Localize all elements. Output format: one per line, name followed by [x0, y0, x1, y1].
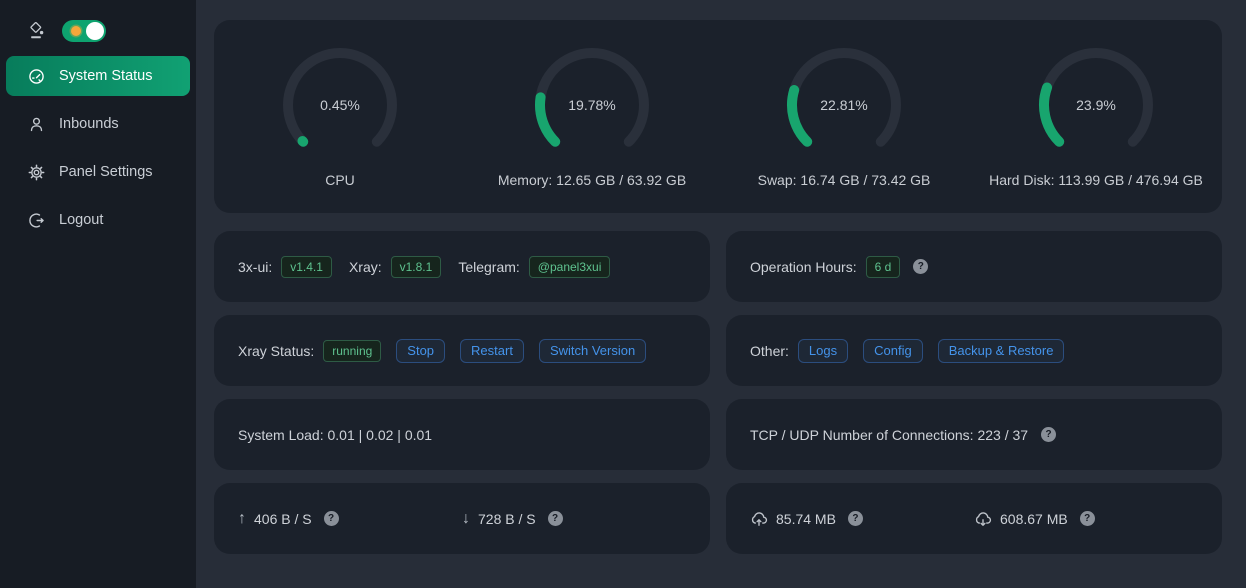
help-icon[interactable]: ? [1041, 427, 1057, 442]
sidebar-item-inbounds[interactable]: Inbounds [6, 104, 190, 144]
help-icon[interactable]: ? [1079, 511, 1095, 526]
logout-icon [29, 212, 44, 228]
traffic-received-value: 608.67 MB [1000, 510, 1068, 527]
total-traffic-card: 85.74 MB ? 608.67 MB ? [726, 483, 1222, 554]
traffic-sent: 85.74 MB ? [750, 510, 974, 528]
sidebar-item-label: System Status [59, 68, 153, 84]
help-icon[interactable]: ? [913, 259, 929, 274]
info-cards-grid: 3x-ui: v1.4.1 Xray: v1.8.1 Telegram: @pa… [214, 231, 1222, 554]
upload-speed: ↑ 406 B / S ? [238, 509, 462, 527]
cloud-upload-icon [751, 511, 768, 526]
help-icon[interactable]: ? [847, 511, 863, 526]
help-icon[interactable]: ? [547, 511, 563, 526]
gauge-arc: 19.78% [535, 48, 649, 147]
gauge-arc: 23.9% [1039, 48, 1153, 147]
connections-card: TCP / UDP Number of Connections: 223 / 3… [726, 399, 1222, 470]
xray-status-card: Xray Status: running Stop Restart Switch… [214, 315, 710, 386]
gauge-percent: 22.81% [820, 97, 867, 113]
versions-card: 3x-ui: v1.4.1 Xray: v1.8.1 Telegram: @pa… [214, 231, 710, 302]
tag-telegram-handle[interactable]: @panel3xui [528, 255, 611, 278]
switch-version-button[interactable]: Switch Version [538, 338, 647, 363]
logs-button[interactable]: Logs [797, 338, 849, 363]
restart-button[interactable]: Restart [460, 338, 524, 363]
system-gauges-card: 0.45% CPU 19.78% Memory: 12.65 GB / 63.9… [214, 20, 1222, 213]
arrow-up-icon: ↑ [238, 509, 246, 527]
main-content: 0.45% CPU 19.78% Memory: 12.65 GB / 63.9… [196, 0, 1246, 588]
cloud-download-icon [975, 511, 992, 526]
sun-icon [71, 26, 81, 36]
label-telegram: Telegram: [458, 258, 520, 275]
operation-hours-card: Operation Hours: 6 d ? [726, 231, 1222, 302]
gauge: 23.9% Hard Disk: 113.99 GB / 476.94 GB [970, 45, 1222, 188]
gauge-label: Memory: 12.65 GB / 63.92 GB [497, 172, 687, 188]
download-speed-value: 728 B / S [478, 510, 536, 527]
system-load-card: System Load: 0.01 | 0.02 | 0.01 [214, 399, 710, 470]
other-label: Other: [750, 342, 789, 359]
operation-hours-label: Operation Hours: [750, 258, 857, 275]
traffic-sent-value: 85.74 MB [776, 510, 836, 527]
gauge-percent: 0.45% [320, 97, 360, 113]
backup-restore-button[interactable]: Backup & Restore [937, 338, 1065, 363]
traffic-received: 608.67 MB ? [974, 510, 1198, 528]
theme-toggle[interactable] [62, 20, 106, 42]
system-load-text: System Load: 0.01 | 0.02 | 0.01 [238, 426, 433, 443]
user-icon [30, 117, 43, 131]
sidebar-item-label: Inbounds [59, 116, 119, 132]
toggle-knob [86, 22, 104, 40]
label-3x-ui: 3x-ui: [238, 258, 273, 275]
sidebar-item-label: Logout [59, 212, 104, 228]
gauge-label: CPU [325, 172, 355, 188]
sidebar-item-system-status[interactable]: System Status [6, 56, 190, 96]
xray-status-tag: running [323, 339, 382, 362]
help-icon[interactable]: ? [323, 511, 339, 526]
gauge-percent: 23.9% [1076, 97, 1116, 113]
tag-3xui-version[interactable]: v1.4.1 [281, 255, 332, 278]
tag-xray-version[interactable]: v1.8.1 [390, 255, 442, 278]
download-speed: ↓ 728 B / S ? [462, 509, 686, 527]
gauge-label: Swap: 16.74 GB / 73.42 GB [757, 172, 931, 188]
connections-text: TCP / UDP Number of Connections: 223 / 3… [750, 426, 1029, 443]
gauge-arc: 22.81% [787, 48, 901, 147]
gear-icon [28, 164, 45, 180]
arrow-down-icon: ↓ [462, 509, 470, 527]
other-actions-card: Other: Logs Config Backup & Restore [726, 315, 1222, 386]
upload-speed-value: 406 B / S [254, 510, 312, 527]
gauge-percent: 19.78% [568, 97, 615, 113]
sidebar: System Status Inbounds Panel Settings [0, 0, 196, 588]
stop-button[interactable]: Stop [396, 338, 446, 363]
theme-bg-colors-icon [30, 22, 44, 39]
sidebar-header [0, 14, 196, 48]
sidebar-item-panel-settings[interactable]: Panel Settings [6, 152, 190, 192]
sidebar-item-label: Panel Settings [59, 164, 153, 180]
dashboard-icon [29, 68, 44, 84]
gauge: 22.81% Swap: 16.74 GB / 73.42 GB [718, 45, 970, 188]
config-button[interactable]: Config [863, 338, 923, 363]
gauge: 19.78% Memory: 12.65 GB / 63.92 GB [466, 45, 718, 188]
gauge-label: Hard Disk: 113.99 GB / 476.94 GB [989, 172, 1203, 188]
operation-hours-tag: 6 d [865, 255, 901, 278]
gauge-arc: 0.45% [283, 48, 397, 147]
label-xray: Xray: [348, 258, 382, 275]
network-speed-card: ↑ 406 B / S ? ↓ 728 B / S ? [214, 483, 710, 554]
xray-status-label: Xray Status: [238, 342, 315, 359]
gauge: 0.45% CPU [214, 45, 466, 188]
sidebar-item-logout[interactable]: Logout [6, 200, 190, 240]
